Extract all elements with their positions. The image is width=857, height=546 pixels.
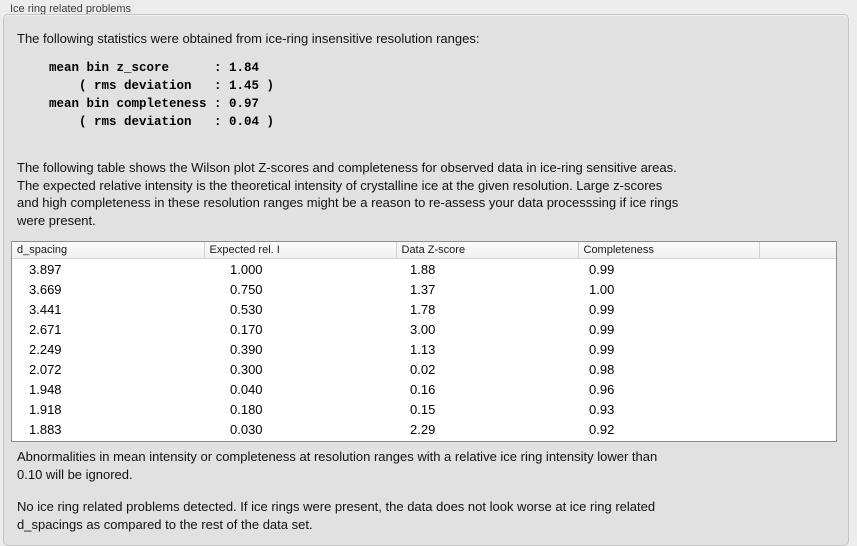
table-cell: 0.99 (589, 301, 615, 317)
table-cell: 2.671 (29, 321, 62, 337)
table-cell (759, 319, 836, 339)
table-row[interactable]: 1.948 0.040 0.16 0.96 (12, 379, 836, 399)
table-row[interactable]: 3.897 1.000 1.88 0.99 (12, 259, 836, 280)
table-row[interactable]: 1.883 0.030 2.29 0.92 (12, 419, 836, 439)
column-header-d-spacing[interactable]: d_spacing (12, 242, 204, 259)
table-cell: 3.669 (29, 281, 62, 297)
table-cell: 0.170 (230, 321, 263, 337)
table-cell: 0.02 (410, 361, 436, 377)
table-cell: 0.16 (410, 381, 436, 397)
table-cell (759, 419, 836, 439)
table-cell (759, 399, 836, 419)
table-cell: 3.441 (29, 301, 62, 317)
table-cell: 1.00 (589, 281, 615, 297)
statistics-block: mean bin z_score : 1.84 ( rms deviation … (49, 61, 275, 129)
table-cell: 0.530 (230, 301, 263, 317)
table-cell (759, 259, 836, 280)
table-cell (759, 339, 836, 359)
table-cell: 0.98 (589, 361, 615, 377)
table-cell: 1.000 (230, 261, 263, 277)
table-cell: 0.390 (230, 341, 263, 357)
table-header-row: d_spacing Expected rel. I Data Z-score Comp… (12, 242, 836, 259)
table-cell: 1.918 (29, 401, 62, 417)
table-cell: 3.897 (29, 261, 62, 277)
table-cell: 0.92 (589, 421, 615, 437)
table-cell: 0.99 (589, 261, 615, 277)
table-row[interactable]: 1.918 0.180 0.15 0.93 (12, 399, 836, 419)
ice-ring-panel: The following statistics were obtained f… (3, 14, 849, 546)
table-cell: 0.96 (589, 381, 615, 397)
column-header-empty[interactable] (758, 242, 836, 259)
table-row[interactable]: 2.249 0.390 1.13 0.99 (12, 339, 836, 359)
table-cell: 0.040 (230, 381, 263, 397)
statistics-intro-text: The following statistics were obtained f… (17, 31, 480, 46)
table-cell: 0.15 (410, 401, 436, 417)
table-cell (759, 379, 836, 399)
table-cell: 0.93 (589, 401, 615, 417)
conclusion-text: No ice ring related problems detected. I… (17, 499, 656, 532)
table-row[interactable]: 2.671 0.170 3.00 0.99 (12, 319, 836, 339)
table-cell: 2.29 (410, 421, 436, 437)
table-cell: 2.072 (29, 361, 62, 377)
table-cell (759, 299, 836, 319)
table-body: 3.897 1.000 1.88 0.99 3.669 0.750 1.37 1.00 3.44… (12, 259, 836, 440)
column-header-data-z-score[interactable]: Data Z-score (395, 242, 578, 259)
table-cell: 1.37 (410, 281, 436, 297)
table-cell: 1.78 (410, 301, 436, 317)
table-row[interactable]: 2.072 0.300 0.02 0.98 (12, 359, 836, 379)
panel-title: Ice ring related problems (10, 3, 132, 15)
table-cell: 0.750 (230, 281, 263, 297)
table-cell: 3.00 (410, 321, 436, 337)
ice-ring-table: d_spacing Expected rel. I Data Z-score Comp… (11, 241, 837, 442)
column-header-completeness[interactable]: Completeness (577, 242, 759, 259)
table-cell: 1.883 (29, 421, 62, 437)
table-cell: 1.13 (410, 341, 436, 357)
table-cell: 0.99 (589, 321, 615, 337)
table-cell (759, 359, 836, 379)
column-header-expected-rel-i[interactable]: Expected rel. I (203, 242, 396, 259)
table-cell (759, 279, 836, 299)
table-cell: 2.249 (29, 341, 62, 357)
table-cell: 0.300 (230, 361, 263, 377)
table-description-text: The following table shows the Wilson plo… (17, 160, 679, 228)
table-cell: 1.88 (410, 261, 436, 277)
table-cell: 0.030 (230, 421, 263, 437)
table-row[interactable]: 3.441 0.530 1.78 0.99 (12, 299, 836, 319)
ignore-note-text: Abnormalities in mean intensity or compl… (17, 449, 658, 482)
ice-ring-table-grid: d_spacing Expected rel. I Data Z-score Comp… (12, 242, 836, 439)
table-cell: 0.99 (589, 341, 615, 357)
table-cell: 1.948 (29, 381, 62, 397)
table-cell: 0.180 (230, 401, 263, 417)
table-row[interactable]: 3.669 0.750 1.37 1.00 (12, 279, 836, 299)
